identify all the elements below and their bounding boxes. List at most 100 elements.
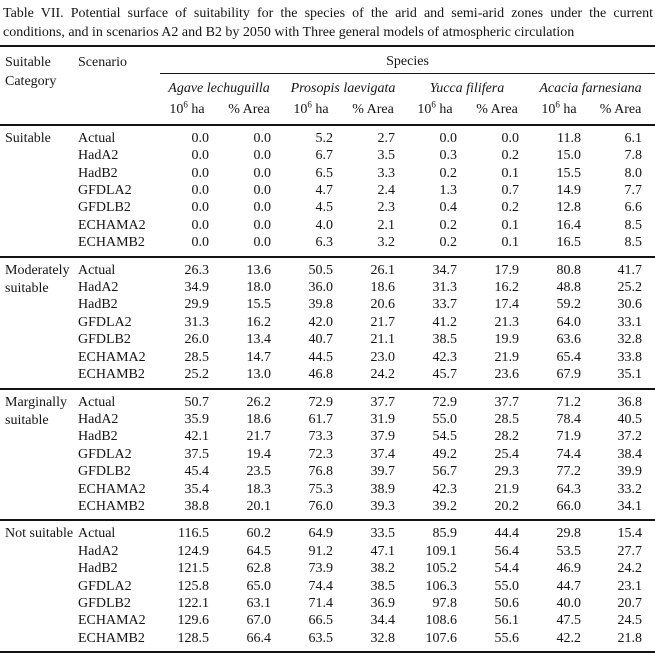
species-group-header: Species — [160, 46, 655, 74]
value-cell: 40.0 — [556, 595, 582, 611]
scenario-cell: Actual — [78, 130, 116, 146]
unit-header-percent-area: % Area — [228, 102, 270, 118]
value-cell: 2.1 — [377, 217, 396, 233]
value-cell: 73.9 — [308, 561, 334, 577]
value-cell: 21.7 — [246, 429, 272, 445]
scenario-cell: HadB2 — [78, 165, 118, 181]
value-cell: 71.9 — [556, 429, 582, 445]
value-cell: 42.3 — [432, 481, 458, 497]
value-cell: 0.1 — [501, 217, 520, 233]
value-cell: 61.7 — [308, 411, 334, 427]
value-cell: 44.5 — [308, 349, 334, 365]
scenario-column-header: Scenario — [78, 55, 127, 70]
value-cell: 6.3 — [315, 235, 334, 251]
scenario-cell: HadA2 — [78, 411, 119, 427]
value-cell: 37.5 — [184, 446, 210, 462]
scenario-cell: GFDLA2 — [78, 446, 132, 462]
value-cell: 97.8 — [432, 595, 458, 611]
scenario-cell: GFDLA2 — [78, 183, 132, 199]
value-cell: 25.2 — [617, 280, 643, 296]
value-cell: 39.3 — [370, 498, 396, 514]
scenario-cell: HadA2 — [78, 148, 119, 164]
value-cell: 19.4 — [246, 446, 272, 462]
table-row: ECHAMA2 0.0 0.0 4.0 2.1 0.2 0.1 16.4 8.5 — [0, 217, 655, 234]
scenario-cell: HadB2 — [78, 561, 118, 577]
value-cell: 109.1 — [425, 543, 458, 559]
value-cell: 2.7 — [377, 130, 396, 146]
unit-suffix: ha — [311, 102, 329, 118]
suitability-table: Suitable Category Scenario Species Agave… — [0, 45, 655, 653]
value-cell: 0.0 — [191, 235, 210, 251]
value-cell: 6.6 — [624, 200, 643, 216]
value-cell: 28.5 — [494, 411, 520, 427]
value-cell: 37.7 — [370, 394, 396, 410]
table-row: ECHAMA2 35.4 18.3 75.3 38.9 42.3 21.9 64.3 33.2 — [0, 481, 655, 498]
table-row: HadB2 42.1 21.7 73.3 37.9 54.5 28.2 71.9 37.2 — [0, 428, 655, 445]
value-cell: 28.5 — [184, 349, 210, 365]
value-cell: 35.1 — [617, 367, 643, 383]
unit-base: 10 — [169, 102, 184, 118]
scenario-cell: ECHAMA2 — [78, 481, 146, 497]
value-cell: 0.0 — [253, 165, 272, 181]
value-cell: 0.0 — [253, 217, 272, 233]
value-cell: 54.4 — [494, 561, 520, 577]
header-row-top: Suitable Category Scenario Species — [0, 46, 655, 89]
suitability-group: Not suitable Actual 116.5 60.2 64.9 33.5 85.9 4… — [0, 520, 655, 653]
value-cell: 32.8 — [617, 332, 643, 348]
table-row: HadA2 0.0 0.0 6.7 3.5 0.3 0.2 15.0 7.8 — [0, 147, 655, 164]
value-cell: 35.9 — [184, 411, 210, 427]
value-cell: 16.5 — [556, 235, 582, 251]
table-row: GFDLA2 37.5 19.4 72.3 37.4 49.2 25.4 74.4 38.4 — [0, 446, 655, 463]
value-cell: 39.9 — [617, 464, 643, 480]
value-cell: 25.4 — [494, 446, 520, 462]
value-cell: 0.0 — [253, 183, 272, 199]
value-cell: 0.0 — [253, 148, 272, 164]
value-cell: 27.7 — [617, 543, 643, 559]
scenario-cell: Actual — [78, 262, 116, 278]
scenario-cell: ECHAMA2 — [78, 349, 146, 365]
table-row: ECHAMB2 0.0 0.0 6.3 3.2 0.2 0.1 16.5 8.5 — [0, 234, 655, 256]
value-cell: 75.3 — [308, 481, 334, 497]
value-cell: 24.5 — [617, 613, 643, 629]
value-cell: 21.9 — [494, 481, 520, 497]
value-cell: 31.9 — [370, 411, 396, 427]
unit-base: 10 — [417, 102, 432, 118]
value-cell: 0.0 — [253, 200, 272, 216]
value-cell: 46.9 — [556, 561, 582, 577]
value-cell: 56.7 — [432, 464, 458, 480]
value-cell: 34.7 — [432, 262, 458, 278]
value-cell: 85.9 — [432, 526, 458, 542]
table-row: Suitable Actual 0.0 0.0 5.2 2.7 0.0 0.0 11.8 6.1 — [0, 125, 655, 147]
value-cell: 66.0 — [556, 498, 582, 514]
value-cell: 44.7 — [556, 578, 582, 594]
species-name-acacia-farnesiana: Acacia farnesiana — [539, 81, 642, 96]
value-cell: 42.2 — [556, 630, 582, 646]
value-cell: 37.7 — [494, 394, 520, 410]
value-cell: 6.5 — [315, 165, 334, 181]
value-cell: 45.4 — [184, 464, 210, 480]
value-cell: 64.9 — [308, 526, 334, 542]
header-row-units: 106 ha% Area 106 ha% Area 106 ha% Area 106 … — [0, 100, 655, 124]
value-cell: 21.7 — [370, 314, 396, 330]
value-cell: 122.1 — [177, 595, 210, 611]
value-cell: 30.6 — [617, 297, 643, 313]
suitability-group: Suitable Actual 0.0 0.0 5.2 2.7 0.0 0.0 11.8 6.1 H… — [0, 125, 655, 257]
value-cell: 34.1 — [617, 498, 643, 514]
value-cell: 107.6 — [425, 630, 458, 646]
table-row: ECHAMB2 25.2 13.0 46.8 24.2 45.7 23.6 67.9 35.1 — [0, 366, 655, 388]
unit-header-percent-area: % Area — [476, 102, 518, 118]
value-cell: 13.6 — [246, 262, 272, 278]
unit-header-ha: 106 ha — [160, 100, 222, 124]
value-cell: 18.6 — [370, 280, 396, 296]
value-cell: 16.4 — [556, 217, 582, 233]
value-cell: 16.2 — [494, 280, 520, 296]
value-cell: 108.6 — [425, 613, 458, 629]
value-cell: 20.7 — [617, 595, 643, 611]
table-row: Moderately suitable Actual 26.3 13.6 50.5 26.… — [0, 257, 655, 296]
suitability-group: Moderately suitable Actual 26.3 13.6 50.5 26.… — [0, 257, 655, 389]
table-row: GFDLB2 26.0 13.4 40.7 21.1 38.5 19.9 63.6 32.8 — [0, 331, 655, 348]
value-cell: 0.0 — [191, 130, 210, 146]
table-row: GFDLA2 125.8 65.0 74.4 38.5 106.3 55.0 44.7 23.1 — [0, 578, 655, 595]
value-cell: 64.0 — [556, 314, 582, 330]
